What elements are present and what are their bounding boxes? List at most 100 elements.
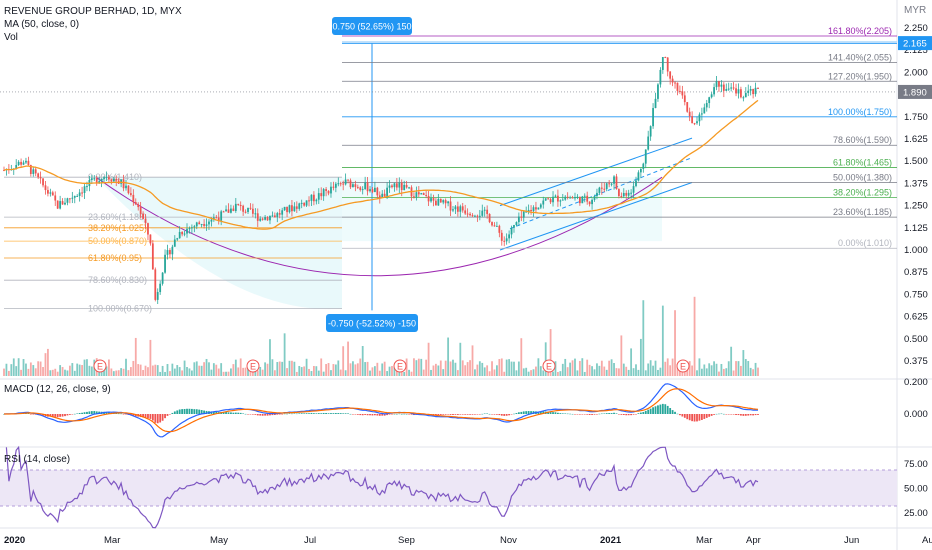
volume-bar (405, 358, 408, 376)
volume-bar (732, 370, 735, 376)
candle-body (144, 218, 147, 224)
volume-bar (173, 368, 176, 376)
candle-body (725, 89, 728, 91)
candle-body (369, 189, 371, 192)
volume-bar (154, 364, 157, 376)
macd-hist-bar (195, 409, 198, 414)
earnings-marker (542, 359, 556, 373)
candle-body (388, 185, 391, 188)
rsi-legend[interactable]: RSI (14, close) (4, 454, 71, 465)
time-axis[interactable]: 2020 Mar May Jul Sep Nov 2021 Mar Apr Jun Aug (4, 535, 932, 546)
volume-bar (125, 358, 127, 376)
macd-hist-bar (342, 413, 345, 414)
candle-body (151, 243, 154, 270)
volume-bar (134, 337, 137, 376)
candle-body (359, 187, 362, 190)
candle-body (325, 189, 327, 191)
candle-body (278, 213, 281, 215)
volume-bar (447, 337, 450, 376)
macd-hist-bar (142, 414, 144, 418)
candle-body (342, 183, 345, 185)
macd-hist-bar (354, 414, 357, 415)
volume-bar (198, 365, 201, 376)
candle-body (681, 91, 684, 96)
candle-body (430, 198, 432, 202)
volume-bar (393, 367, 396, 376)
volume-bar (635, 364, 637, 376)
macd-hist-bar (586, 414, 589, 415)
macd-hist-bar (683, 414, 686, 418)
macd-hist-bar (679, 414, 681, 416)
macd-hist-bar (456, 414, 459, 415)
candle-body (317, 193, 320, 200)
volume-bar (308, 368, 310, 376)
macd-hist-bar (330, 413, 332, 414)
macd-hist-bar (395, 413, 398, 415)
candle-body (466, 213, 469, 215)
time-tick: Aug (922, 535, 932, 546)
volume-bar (496, 365, 498, 376)
candle-body (266, 217, 269, 221)
volume-bar (212, 363, 215, 376)
volume-bar (566, 367, 569, 376)
volume-bar (303, 366, 306, 376)
volume-bar (373, 366, 376, 376)
volume-bar (637, 369, 640, 376)
candle-body (542, 200, 545, 205)
price-axis[interactable]: 2.2502.1252.0001.8751.7501.6251.5001.375… (904, 23, 928, 388)
fib-right-label: 23.60%(1.185) (833, 207, 892, 217)
macd-hist-bar (273, 414, 276, 415)
macd-hist-bar (225, 411, 227, 414)
macd-hist-bar (271, 414, 274, 416)
macd-hist-bar (647, 409, 650, 414)
macd-legend[interactable]: MACD (12, 26, close, 9) (4, 384, 111, 395)
macd-hist-bar (29, 414, 32, 415)
macd-hist-bar (86, 411, 88, 414)
candle-body (15, 165, 18, 169)
macd-hist-bar (439, 414, 442, 415)
volume-bar (66, 370, 69, 376)
candle-body (366, 182, 369, 192)
macd-hist-bar (566, 413, 569, 415)
volume-bar (242, 367, 245, 376)
candle-body (125, 185, 127, 189)
volume-bar (320, 358, 323, 376)
candle-body (508, 234, 511, 239)
candle-body (517, 216, 520, 223)
macd-hist-bar (554, 412, 557, 414)
volume-bar (291, 360, 293, 376)
volume-bar (481, 362, 484, 376)
volume-legend[interactable]: Vol (4, 32, 18, 43)
volume-bar (469, 360, 471, 376)
candle-body (718, 81, 720, 87)
fib-right-label: 127.20%(1.950) (828, 71, 892, 81)
candle-body (459, 206, 462, 212)
price-tick: 2.000 (904, 67, 928, 78)
macd-hist-bar (254, 414, 257, 415)
volume-bar (559, 371, 562, 376)
ma-legend[interactable]: MA (50, close, 0) (4, 19, 80, 30)
volume-bar (542, 370, 545, 376)
candle-body (171, 246, 174, 255)
macd-hist-bar (327, 413, 330, 414)
volume-bar (44, 353, 47, 376)
candle-body (356, 186, 359, 188)
candle-body (613, 176, 615, 184)
macd-hist-bar (505, 414, 508, 416)
volume-bar (713, 361, 715, 376)
candle-body (78, 192, 81, 196)
fib-left-label: 23.60%(1.185) (88, 212, 147, 222)
volume-bar (34, 368, 37, 376)
candle-body (642, 163, 645, 169)
volume-bar (598, 365, 601, 376)
candle-body (217, 217, 220, 221)
macd-hist-bar (461, 414, 464, 415)
macd-hist-bar (459, 414, 462, 415)
macd-hist-bar (603, 413, 606, 414)
volume-bar (78, 364, 81, 376)
candle-body (73, 195, 76, 198)
volume-bar (644, 370, 647, 376)
macd-hist-bar (364, 414, 367, 415)
